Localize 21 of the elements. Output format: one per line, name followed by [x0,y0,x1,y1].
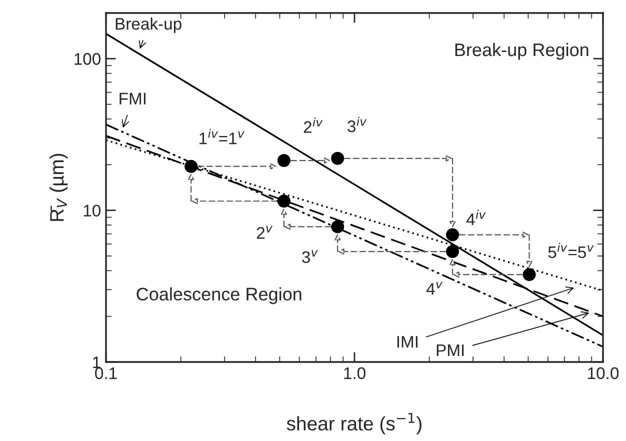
annotation: 4$^{iv}$ [466,210,486,226]
annotation: 2$^{iv}$ [304,118,323,133]
x-tick-label: 10.0 [588,367,619,380]
annotation: 1$^{iv}$=1$^{v}$ [200,128,245,144]
annotation: 3$^{v}$ [302,250,318,264]
annotation: FMI [120,92,146,104]
annotation: 4$^{v}$ [426,282,443,295]
annotation: Break-up [116,18,182,34]
annotation: 3$^{iv}$ [348,116,367,132]
annotation: Break-up Region [455,42,588,60]
annotation: PMI [436,344,464,356]
x-tick-label: 1.0 [344,367,366,380]
annotation: 5$^{iv}$=5$^{v}$ [548,242,594,258]
y-axis-title: R̄$_{V}$ (µm) [50,154,68,221]
y-tick-label: 100 [74,53,100,65]
x-axis-title: shear rate (s$^{−1}$) [286,412,422,434]
y-tick-label: 10 [84,204,100,217]
x-tick-label: 0.1 [95,367,117,380]
annotation: 2$^{v}$ [256,226,273,239]
annotation: Coalescence Region [136,287,302,304]
annotation: IMI [397,336,418,348]
